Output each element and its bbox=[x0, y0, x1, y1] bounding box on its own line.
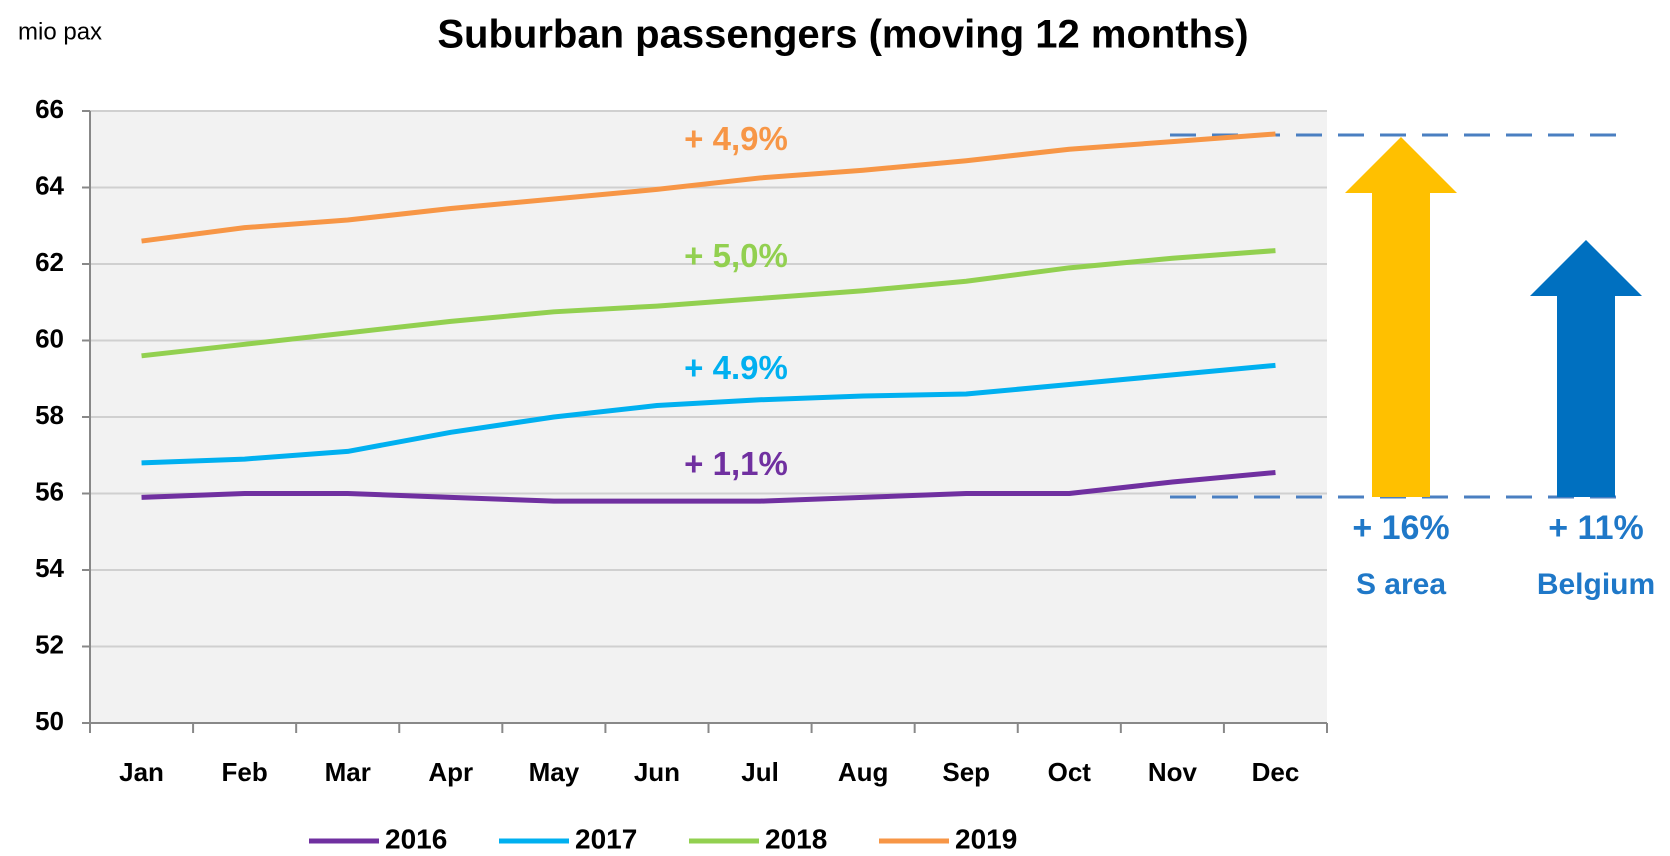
series-line bbox=[141, 248, 1276, 359]
callout-value: + 16% bbox=[1352, 509, 1449, 547]
series-line bbox=[141, 362, 1276, 466]
chart-title: Suburban passengers (moving 12 months) bbox=[437, 13, 1248, 57]
y-tick-label: 56 bbox=[35, 476, 64, 506]
series-line bbox=[141, 469, 1276, 504]
legend-label: 2019 bbox=[955, 823, 1017, 854]
series-line bbox=[141, 131, 1276, 244]
y-tick-label: 54 bbox=[35, 553, 64, 583]
x-tick-label: May bbox=[529, 757, 580, 787]
x-tick-label: Jan bbox=[119, 757, 164, 787]
x-tick-label: Apr bbox=[428, 757, 473, 787]
callout-label: Belgium bbox=[1537, 568, 1655, 601]
x-tick-label: Nov bbox=[1148, 757, 1198, 787]
change-label: + 4,9% bbox=[684, 120, 788, 157]
arrow bbox=[1530, 240, 1642, 497]
y-tick-label: 64 bbox=[35, 170, 64, 200]
x-tick-label: Jul bbox=[741, 757, 779, 787]
x-tick-label: Dec bbox=[1252, 757, 1300, 787]
callout-value: + 11% bbox=[1548, 509, 1643, 547]
y-tick-label: 60 bbox=[35, 323, 64, 353]
change-label: + 4.9% bbox=[684, 349, 788, 386]
y-tick-label: 52 bbox=[35, 629, 64, 659]
y-tick-label: 50 bbox=[35, 706, 64, 736]
y-tick-label: 62 bbox=[35, 247, 64, 277]
x-tick-label: Sep bbox=[942, 757, 990, 787]
x-tick-label: Mar bbox=[325, 757, 371, 787]
x-tick-label: Aug bbox=[838, 757, 889, 787]
y-tick-label: 66 bbox=[35, 94, 64, 124]
x-tick-label: Oct bbox=[1048, 757, 1092, 787]
change-label: + 5,0% bbox=[684, 237, 788, 274]
legend-label: 2017 bbox=[575, 823, 637, 854]
change-label: + 1,1% bbox=[684, 445, 788, 482]
y-axis-label: mio pax bbox=[18, 18, 102, 45]
y-tick-label: 58 bbox=[35, 400, 64, 430]
callout-label: S area bbox=[1356, 568, 1446, 601]
x-tick-label: Jun bbox=[634, 757, 680, 787]
arrow bbox=[1345, 137, 1457, 497]
x-tick-label: Feb bbox=[222, 757, 268, 787]
legend-label: 2018 bbox=[765, 823, 827, 854]
legend-label: 2016 bbox=[385, 823, 447, 854]
